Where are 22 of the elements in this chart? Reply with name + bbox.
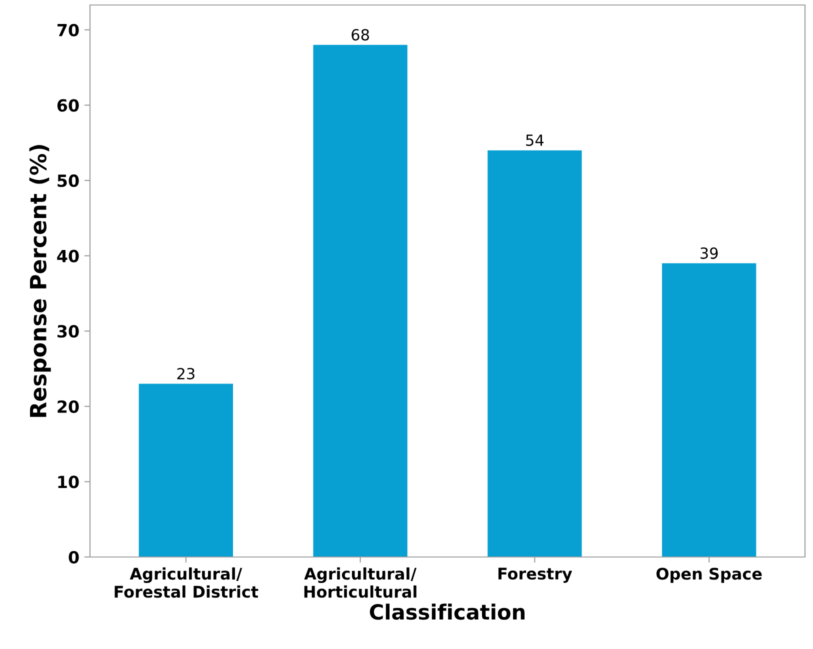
y-tick-label: 20 [58,400,79,413]
y-tick-label: 40 [57,250,79,262]
x-tick-label: Open Space [656,568,762,583]
data-label: 68 [352,29,369,41]
data-label: 23 [177,368,194,380]
x-axis-title: Classification [370,604,525,620]
bar [488,150,582,557]
data-label: 54 [526,134,544,146]
x-tick-label: Agricultural/ Forestal District [114,567,258,598]
y-tick-label: 0 [68,550,79,564]
y-tick-label: 60 [57,99,79,112]
x-tick-label: Agricultural/ Horticultural [304,567,417,598]
data-label: 39 [700,247,718,259]
y-tick-label: 30 [58,325,79,338]
y-tick-label: 10 [58,476,79,488]
y-tick-label: 50 [58,174,79,188]
bar [313,44,408,557]
bar [662,263,756,557]
x-tick-label: Forestry [498,568,572,583]
bar [138,384,233,557]
y-tick-label: 70 [58,24,79,36]
y-axis-title: Response Percent (%) [29,145,51,417]
